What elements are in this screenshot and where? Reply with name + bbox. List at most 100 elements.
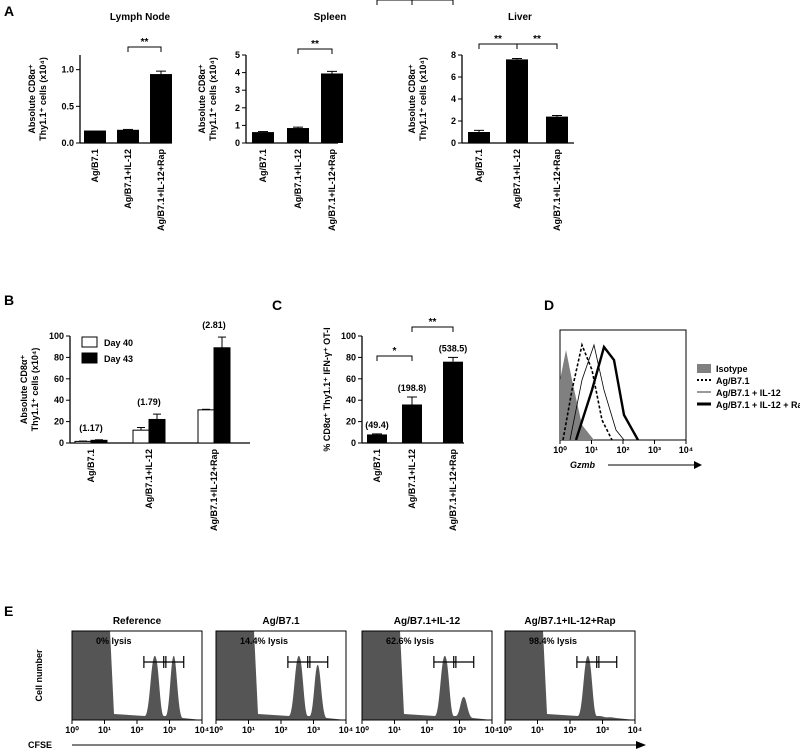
fold-change-annotation: (538.5)	[439, 343, 468, 353]
legend-label: Day 40	[104, 338, 133, 348]
histogram-title: Ag/B7.1+IL-12	[394, 616, 461, 627]
bar	[84, 130, 106, 143]
x-axis-label: Gzmb	[570, 460, 596, 470]
y-tick-label: 8	[451, 50, 456, 60]
significance-bracket	[411, 0, 454, 5]
x-tick-label: 10¹	[585, 445, 598, 455]
significance-bracket	[297, 48, 333, 54]
legend-label: Ag/B7.1	[716, 376, 750, 386]
x-category-label: Ag/B7.1+IL-12	[144, 449, 154, 509]
legend-swatch	[81, 352, 98, 364]
y-tick-label: 1	[235, 120, 240, 130]
panel-letter-a: A	[4, 3, 14, 19]
y-tick-label: 60	[54, 374, 64, 384]
y-axis-label: Absolute CD8α⁺	[197, 64, 207, 134]
x-tick-label: 10²	[563, 725, 576, 735]
x-category-label: Ag/B7.1+IL-12	[123, 149, 133, 209]
y-tick-label: 6	[451, 72, 456, 82]
bar	[213, 347, 231, 444]
bar	[402, 404, 422, 443]
bar	[468, 132, 490, 143]
bar	[74, 440, 92, 444]
fold-change-annotation: (1.79)	[137, 397, 161, 407]
x-tick-label: 10²	[274, 725, 287, 735]
x-tick-label: 10¹	[531, 725, 544, 735]
x-category-label: Ag/B7.1+IL-12+Rap	[552, 149, 562, 232]
bar	[546, 116, 568, 143]
x-tick-label: 10⁴	[679, 445, 693, 455]
bar	[287, 128, 309, 143]
bar	[150, 74, 172, 143]
bar	[148, 418, 166, 444]
x-tick-label: 10⁰	[355, 725, 369, 735]
x-tick-label: 10⁴	[195, 725, 209, 735]
chart-lymph-node: 0.0 0.5 1.0 Absolute CD8α⁺ Thy1.1⁺ cells (x1…	[27, 12, 172, 231]
x-category-label: Ag/B7.1	[474, 149, 484, 183]
x-tick-label: 10⁰	[209, 725, 223, 735]
chart-liver: 0 2 4 6 8 Absolute CD8α⁺ Thy1.1⁺ cells (x10⁴) L…	[407, 12, 574, 231]
y-tick-label: 0	[235, 138, 240, 148]
y-axis-label: Thy1.1⁺ cells (x10⁴)	[208, 57, 218, 141]
x-category-label: Ag/B7.1+IL-12+Rap	[156, 149, 166, 232]
legend-swatch	[81, 336, 98, 348]
chart-title: Lymph Node	[110, 12, 171, 23]
x-category-label: Ag/B7.1	[86, 449, 96, 483]
legend-label: Isotype	[716, 364, 748, 374]
significance-label: **	[494, 34, 502, 45]
x-axis-arrowhead	[636, 741, 646, 749]
chart-title: Liver	[508, 12, 532, 23]
x-category-label: Ag/B7.1+IL-12+Rap	[448, 449, 458, 532]
legend-swatch	[697, 364, 711, 373]
chart-spleen: 0 1 2 3 4 5 Absolute CD8α⁺ Thy1.1⁺ cells (x10⁴)…	[197, 12, 346, 231]
x-category-label: Ag/B7.1+IL-12+Rap	[209, 449, 219, 532]
y-tick-label: 80	[54, 352, 64, 362]
fold-change-annotation: (198.8)	[398, 383, 427, 393]
lysis-label: 98.4% lysis	[529, 636, 577, 646]
x-axis-label: CFSE	[28, 740, 52, 750]
x-tick-label: 10¹	[242, 725, 255, 735]
legend-label: Ag/B7.1 + IL-12 + Rap.	[716, 400, 800, 410]
x-axis-arrowhead	[694, 461, 702, 469]
fold-change-annotation: (2.81)	[202, 320, 226, 330]
y-tick-label: 0	[351, 438, 356, 448]
bar	[506, 59, 528, 143]
cfse-histogram	[505, 631, 635, 720]
y-tick-label: 0.0	[61, 138, 74, 148]
isotype-histogram	[560, 350, 594, 440]
y-tick-label: 20	[54, 417, 64, 427]
x-category-label: Ag/B7.1	[90, 149, 100, 183]
bar	[90, 439, 108, 444]
x-tick-label: 10³	[596, 725, 609, 735]
y-axis-label: Absolute CD8α⁺	[27, 64, 37, 134]
significance-label: **	[429, 317, 437, 328]
x-tick-label: 10²	[420, 725, 433, 735]
x-tick-label: 10⁰	[498, 725, 512, 735]
significance-label: **	[533, 34, 541, 45]
x-tick-label: 10⁰	[65, 725, 79, 735]
cfse-histogram	[216, 631, 346, 720]
y-tick-label: 60	[346, 374, 356, 384]
significance-label: **	[141, 37, 149, 48]
y-tick-label: 40	[54, 395, 64, 405]
bar	[443, 361, 463, 443]
x-tick-label: 10³	[648, 445, 661, 455]
y-tick-label: 100	[49, 331, 64, 341]
panel-letter-d: D	[544, 297, 554, 313]
cfse-histogram	[72, 631, 202, 720]
cfse-histogram	[362, 631, 492, 720]
y-axis-label: Cell number	[34, 649, 44, 702]
bar	[321, 73, 343, 143]
y-tick-label: 4	[235, 68, 240, 78]
y-tick-label: 3	[235, 85, 240, 95]
significance-label: **	[311, 39, 319, 50]
y-tick-label: 2	[451, 116, 456, 126]
fold-change-annotation: (1.17)	[79, 423, 103, 433]
x-tick-label: 10⁴	[628, 725, 642, 735]
y-axis-label: Thy1.1⁺ cells (x10⁴)	[30, 348, 40, 432]
y-tick-label: 20	[346, 417, 356, 427]
x-tick-label: 10³	[453, 725, 466, 735]
x-tick-label: 10²	[616, 445, 629, 455]
panel-letter-c: C	[272, 297, 282, 313]
significance-bracket	[127, 46, 162, 52]
bar	[132, 429, 150, 444]
